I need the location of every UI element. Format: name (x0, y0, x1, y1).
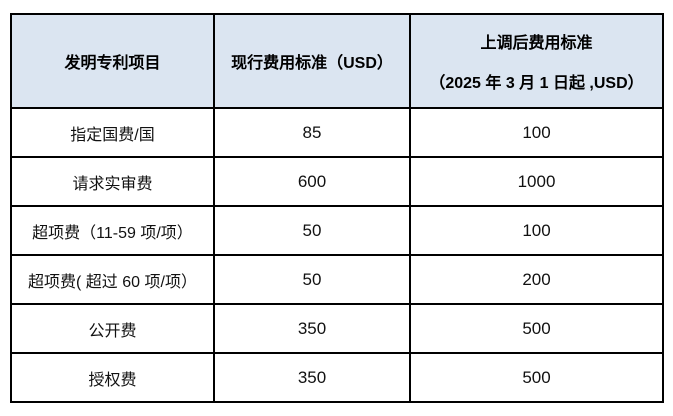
header-new-fee-line1: 上调后费用标准 (480, 35, 593, 52)
table-row: 超项费（11-59 项/项） 50 100 (10, 205, 664, 256)
patent-fee-table: 发明专利项目 现行费用标准（USD） 上调后费用标准 （2025 年 3 月 1… (10, 13, 664, 403)
new-fee-cell: 100 (409, 205, 664, 256)
header-cell-current-fee: 现行费用标准（USD） (213, 13, 411, 109)
header-row: 发明专利项目 现行费用标准（USD） 上调后费用标准 （2025 年 3 月 1… (10, 13, 664, 109)
fee-item-cell: 授权费 (10, 352, 215, 403)
new-fee-cell: 200 (409, 254, 664, 305)
fee-item-cell: 公开费 (10, 303, 215, 354)
header-cell-item: 发明专利项目 (10, 13, 215, 109)
current-fee-cell: 600 (213, 156, 411, 207)
fee-item-cell: 超项费( 超过 60 项/项） (10, 254, 215, 305)
current-fee-cell: 50 (213, 205, 411, 256)
new-fee-cell: 100 (409, 107, 664, 158)
fee-item-cell: 超项费（11-59 项/项） (10, 205, 215, 256)
table-row: 请求实审费 600 1000 (10, 156, 664, 207)
current-fee-cell: 50 (213, 254, 411, 305)
fee-item-cell: 请求实审费 (10, 156, 215, 207)
new-fee-cell: 500 (409, 352, 664, 403)
current-fee-cell: 350 (213, 303, 411, 354)
table-row: 超项费( 超过 60 项/项） 50 200 (10, 254, 664, 305)
table-row: 指定国费/国 85 100 (10, 107, 664, 158)
fee-item-cell: 指定国费/国 (10, 107, 215, 158)
current-fee-cell: 350 (213, 352, 411, 403)
new-fee-cell: 1000 (409, 156, 664, 207)
header-new-fee-line2: （2025 年 3 月 1 日起 ,USD） (429, 75, 644, 92)
current-fee-cell: 85 (213, 107, 411, 158)
table-row: 授权费 350 500 (10, 352, 664, 403)
new-fee-cell: 500 (409, 303, 664, 354)
table-row: 公开费 350 500 (10, 303, 664, 354)
header-cell-new-fee: 上调后费用标准 （2025 年 3 月 1 日起 ,USD） (409, 13, 664, 109)
